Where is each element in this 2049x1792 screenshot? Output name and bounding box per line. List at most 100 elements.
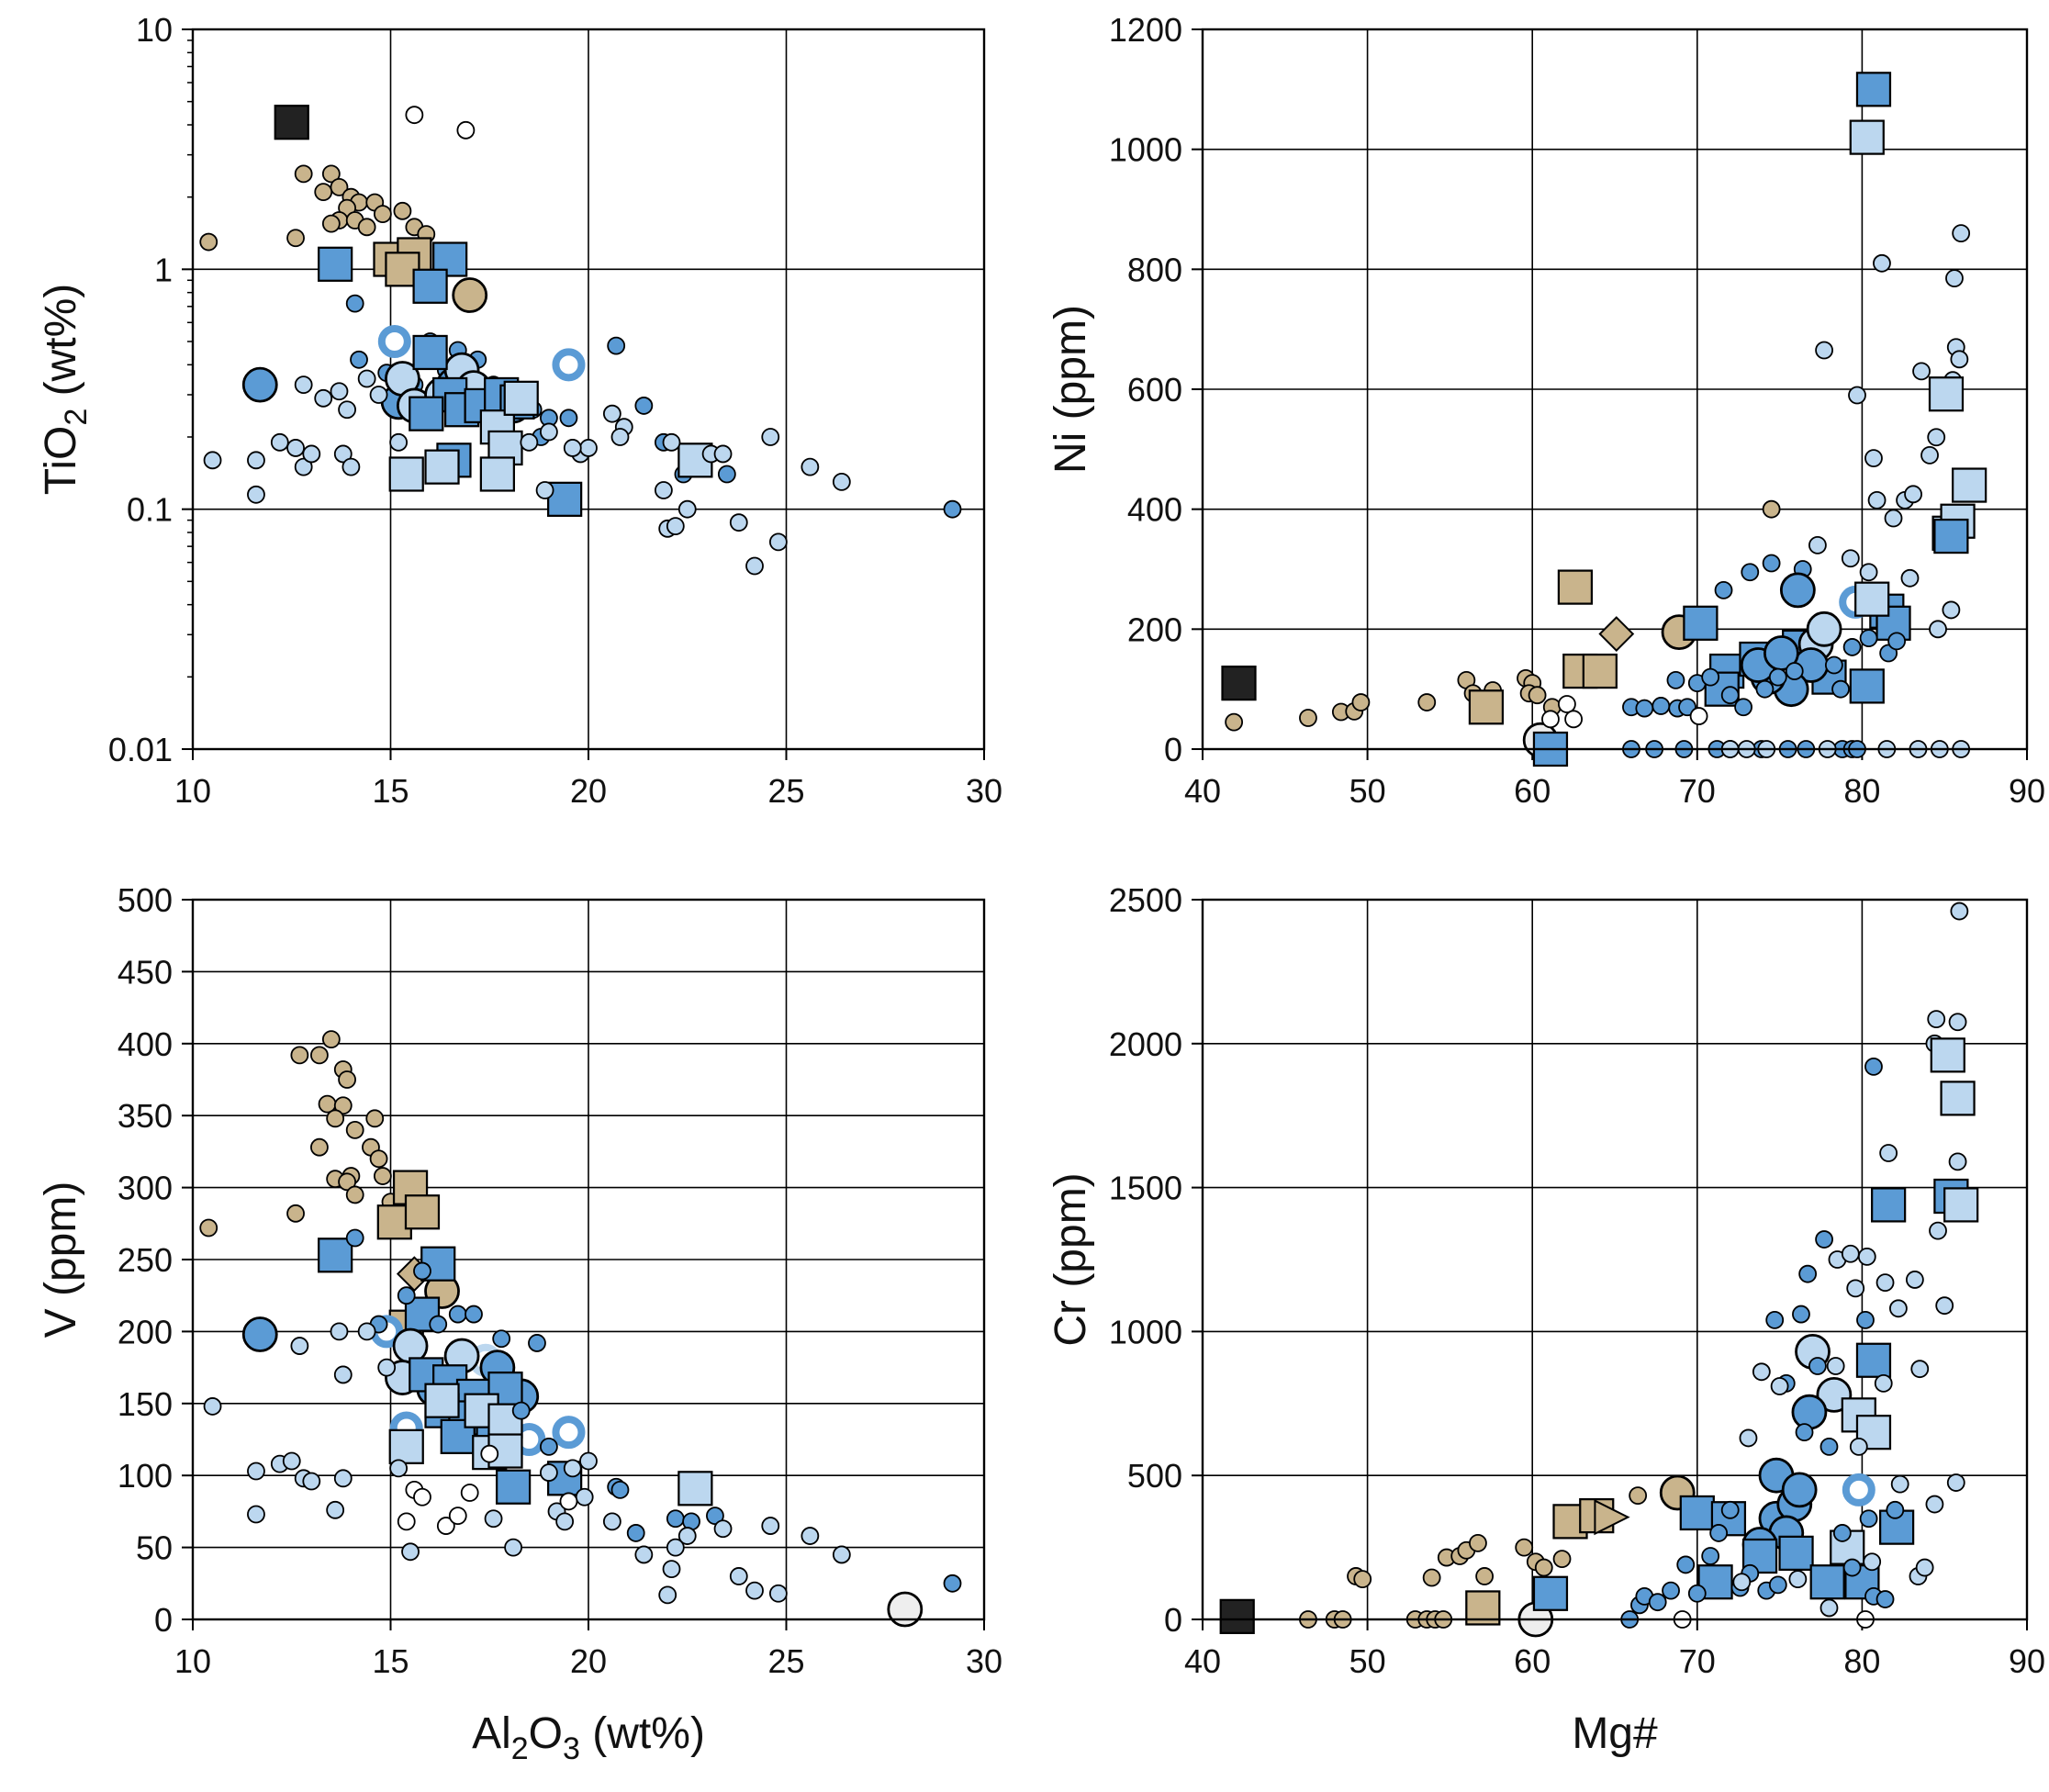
data-point [1422,1568,1441,1587]
x-tick-label: 15 [372,1642,409,1680]
data-point [1734,698,1752,717]
data-points [199,105,962,576]
data-point [1824,655,1843,675]
data-point [1762,499,1781,519]
data-point [706,1506,724,1526]
data-point [1946,1473,1965,1492]
data-point [282,1451,301,1471]
data-point [1856,1310,1875,1329]
data-point [1765,1310,1785,1329]
data-point [247,1462,265,1481]
data-point [1925,1495,1944,1514]
y-axis-label: V (ppm) [37,1182,85,1338]
data-point [1351,693,1371,711]
data-point [1648,1593,1667,1612]
data-point [1871,1187,1907,1223]
data-point [634,397,654,415]
data-point [345,1228,364,1248]
data-point [575,1487,594,1506]
data-point [247,451,265,470]
y-tick-label: 500 [1127,1457,1182,1495]
data-point [662,1560,681,1579]
plot-frame [1201,898,2029,1621]
data-point [321,1030,341,1048]
data-point [666,517,685,536]
data-point [713,444,733,464]
data-point [1299,709,1317,727]
data-point [555,1512,575,1531]
data-point [429,1315,448,1334]
data-point [1701,667,1720,687]
data-point [579,1451,598,1471]
data-point [310,1046,329,1065]
data-point [1532,1575,1569,1611]
data-point [247,485,265,504]
data-point [1629,1486,1648,1506]
data-point [1930,1037,1965,1073]
data-point [1557,569,1594,605]
data-point [1815,1230,1833,1249]
y-tick-label: 600 [1127,371,1182,409]
data-point [768,532,788,552]
data-point [412,334,448,371]
data-point [1353,1570,1372,1588]
data-point [1552,1550,1572,1569]
data-point [832,1545,851,1564]
data-point [1884,509,1903,528]
data-point [666,1538,685,1557]
data-point [456,120,476,140]
data-point [1928,376,1965,412]
data-point [602,1512,621,1531]
data-point [377,325,411,359]
y-tick-label: 50 [136,1529,173,1567]
data-point [290,1337,309,1355]
data-point [745,1581,764,1600]
data-point [1806,610,1842,647]
data-point [1768,1575,1787,1595]
data-point [1887,632,1907,651]
data-point [1689,707,1708,725]
x-axis-label: Al2O3 (wt%) [472,1709,705,1766]
data-point [761,1517,780,1535]
data-point [333,444,353,464]
data-point [1781,1472,1818,1508]
data-point [666,1509,685,1529]
data-point [1927,1010,1946,1029]
data-point [357,1322,376,1341]
data-point [1808,1357,1827,1375]
data-point [333,1469,353,1488]
data-point [350,350,368,369]
data-point [1679,1495,1715,1531]
y-tick-label: 250 [118,1241,173,1279]
y-tick-label: 0 [154,1601,173,1639]
panel-tio2-vs-al2o3: 10 15 20 25 30 0.01 0.1 1 10 TiO2 (wt%) [37,11,1002,810]
data-point [547,481,583,517]
data-point [1768,667,1787,687]
x-tick-label: 30 [966,772,1002,810]
data-point [199,1218,218,1238]
y-axis-label: TiO2 (wt%) [37,284,94,495]
y-tick-label: 450 [118,953,173,991]
data-point [465,1305,483,1324]
data-point [286,439,305,457]
data-point [310,1137,329,1157]
data-point [607,336,626,355]
data-point [658,1585,677,1605]
data-point [1826,1357,1845,1375]
data-point [1534,1558,1553,1577]
data-point [413,1487,431,1506]
data-point [1662,1581,1680,1600]
x-tick-label: 15 [372,772,409,810]
data-point [1846,1279,1865,1298]
data-point [1879,1144,1898,1162]
data-point [1770,1377,1789,1395]
data-point [330,177,349,196]
data-point [1929,1221,1947,1240]
data-point [1945,269,1964,288]
data-point [393,201,412,220]
data-point [1948,1152,1967,1171]
data-point [1468,689,1505,725]
data-point [404,1194,441,1230]
data-point [333,1365,353,1384]
data-point [1942,600,1961,620]
